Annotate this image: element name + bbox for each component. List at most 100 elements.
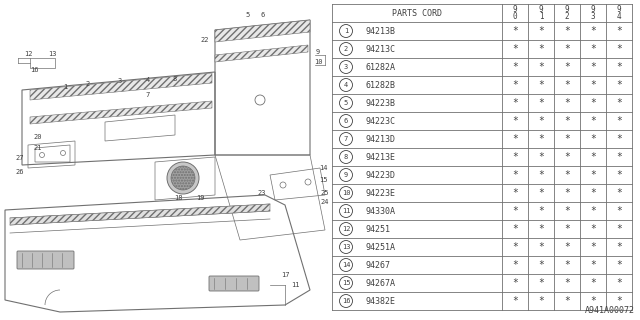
Text: *: * — [616, 188, 622, 198]
Text: *: * — [538, 80, 544, 90]
Circle shape — [171, 166, 195, 190]
Polygon shape — [10, 204, 270, 225]
Text: *: * — [590, 296, 596, 306]
Text: 4: 4 — [146, 77, 150, 83]
Text: *: * — [538, 134, 544, 144]
Text: 14: 14 — [319, 165, 327, 171]
Circle shape — [167, 162, 199, 194]
Text: 13: 13 — [48, 51, 56, 57]
Text: *: * — [512, 188, 518, 198]
Text: 94251: 94251 — [366, 225, 391, 234]
Text: *: * — [616, 206, 622, 216]
Text: *: * — [616, 98, 622, 108]
Text: *: * — [512, 116, 518, 126]
Text: *: * — [512, 278, 518, 288]
Text: *: * — [512, 134, 518, 144]
Text: *: * — [616, 170, 622, 180]
Text: *: * — [538, 170, 544, 180]
FancyBboxPatch shape — [209, 276, 259, 291]
Text: *: * — [564, 278, 570, 288]
Text: 18: 18 — [173, 195, 182, 201]
Text: *: * — [564, 80, 570, 90]
Text: *: * — [564, 62, 570, 72]
Text: *: * — [538, 296, 544, 306]
Text: *: * — [538, 26, 544, 36]
Text: 1: 1 — [63, 84, 67, 90]
Text: 94213C: 94213C — [366, 44, 396, 53]
Text: 61282B: 61282B — [366, 81, 396, 90]
Text: *: * — [590, 206, 596, 216]
Text: 61282A: 61282A — [366, 62, 396, 71]
Text: *: * — [590, 98, 596, 108]
Text: 94267A: 94267A — [366, 278, 396, 287]
Text: 8: 8 — [173, 76, 177, 82]
Polygon shape — [215, 20, 310, 42]
Text: 15: 15 — [319, 177, 327, 183]
Text: 94223C: 94223C — [366, 116, 396, 125]
Text: 27: 27 — [16, 155, 24, 161]
Text: *: * — [512, 206, 518, 216]
Text: *: * — [616, 152, 622, 162]
Text: 16: 16 — [29, 67, 38, 73]
Text: *: * — [564, 116, 570, 126]
Text: *: * — [512, 98, 518, 108]
Text: 6: 6 — [344, 118, 348, 124]
Text: *: * — [616, 260, 622, 270]
Text: 9
1: 9 1 — [539, 4, 543, 21]
Text: *: * — [590, 134, 596, 144]
Text: *: * — [590, 152, 596, 162]
Text: 1: 1 — [344, 28, 348, 34]
Text: *: * — [564, 296, 570, 306]
Text: 22: 22 — [201, 37, 209, 43]
Text: 4: 4 — [344, 82, 348, 88]
Text: 5: 5 — [246, 12, 250, 18]
Text: *: * — [538, 152, 544, 162]
Polygon shape — [215, 45, 308, 62]
Text: *: * — [564, 260, 570, 270]
Text: *: * — [616, 116, 622, 126]
Text: *: * — [590, 224, 596, 234]
Text: 7: 7 — [344, 136, 348, 142]
Text: 9
0: 9 0 — [513, 4, 517, 21]
Text: *: * — [512, 152, 518, 162]
Text: 94267: 94267 — [366, 260, 391, 269]
Text: 94223E: 94223E — [366, 188, 396, 197]
Text: *: * — [538, 260, 544, 270]
Text: *: * — [590, 278, 596, 288]
Text: 26: 26 — [16, 169, 24, 175]
Text: 11: 11 — [291, 282, 300, 288]
Text: *: * — [512, 44, 518, 54]
Text: 5: 5 — [344, 100, 348, 106]
Text: *: * — [538, 278, 544, 288]
Text: *: * — [590, 188, 596, 198]
Text: PARTS CORD: PARTS CORD — [392, 9, 442, 18]
Text: 94213E: 94213E — [366, 153, 396, 162]
Text: 13: 13 — [342, 244, 350, 250]
Text: *: * — [590, 44, 596, 54]
Text: *: * — [538, 62, 544, 72]
Text: 94213D: 94213D — [366, 134, 396, 143]
Text: 12: 12 — [342, 226, 350, 232]
Text: 12: 12 — [24, 51, 32, 57]
FancyBboxPatch shape — [17, 251, 74, 269]
Text: *: * — [564, 242, 570, 252]
Text: *: * — [616, 224, 622, 234]
Text: *: * — [616, 242, 622, 252]
Text: *: * — [564, 170, 570, 180]
Text: *: * — [616, 26, 622, 36]
Text: 9
4: 9 4 — [617, 4, 621, 21]
Text: 6: 6 — [261, 12, 265, 18]
Text: *: * — [538, 206, 544, 216]
Text: *: * — [512, 260, 518, 270]
Polygon shape — [30, 73, 212, 100]
Text: 19: 19 — [196, 195, 204, 201]
Text: *: * — [590, 170, 596, 180]
Text: *: * — [512, 26, 518, 36]
Text: *: * — [538, 188, 544, 198]
Text: *: * — [564, 134, 570, 144]
Text: 9: 9 — [344, 172, 348, 178]
Text: 17: 17 — [281, 272, 289, 278]
Text: 10: 10 — [314, 59, 323, 65]
Text: 15: 15 — [342, 280, 350, 286]
Text: *: * — [616, 278, 622, 288]
